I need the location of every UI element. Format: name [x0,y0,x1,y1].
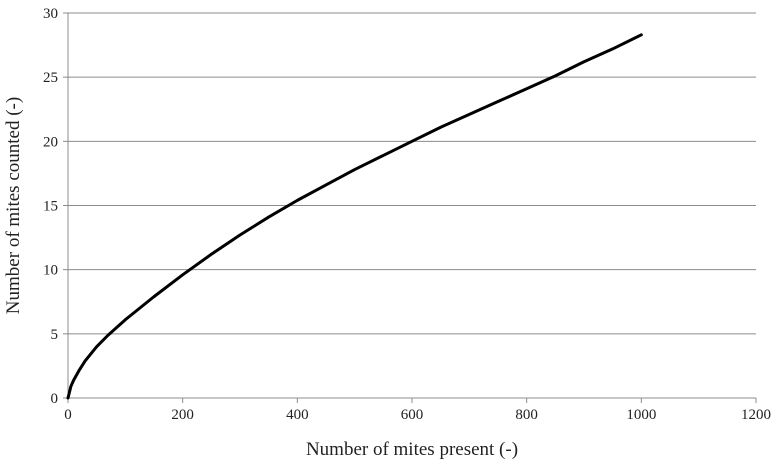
y-tick-label: 30 [43,6,58,22]
x-tick-label: 1000 [626,407,656,423]
y-tick-label: 5 [51,327,59,343]
x-tick-label: 1200 [741,407,771,423]
y-tick-label: 25 [43,70,58,86]
y-tick-label: 0 [51,391,59,407]
axes [63,12,757,403]
x-tick-label: 600 [401,407,424,423]
gridlines [68,12,756,335]
x-tick-label: 800 [515,407,538,423]
x-tick-label: 400 [286,407,309,423]
x-axis-title: Number of mites present (-) [306,439,518,460]
series-line [66,33,643,400]
x-tick-label: 200 [171,407,194,423]
y-tick-label: 10 [43,263,58,279]
y-tick-label: 20 [43,134,58,150]
y-tick-label: 15 [43,199,58,215]
x-tick-label: 0 [64,407,72,423]
tick-labels: 0 5 10 15 20 25 30 0 200 400 600 800 1000 1200 [43,6,771,423]
series [66,33,643,400]
y-axis-title: Number of mites counted (-) [3,97,24,314]
